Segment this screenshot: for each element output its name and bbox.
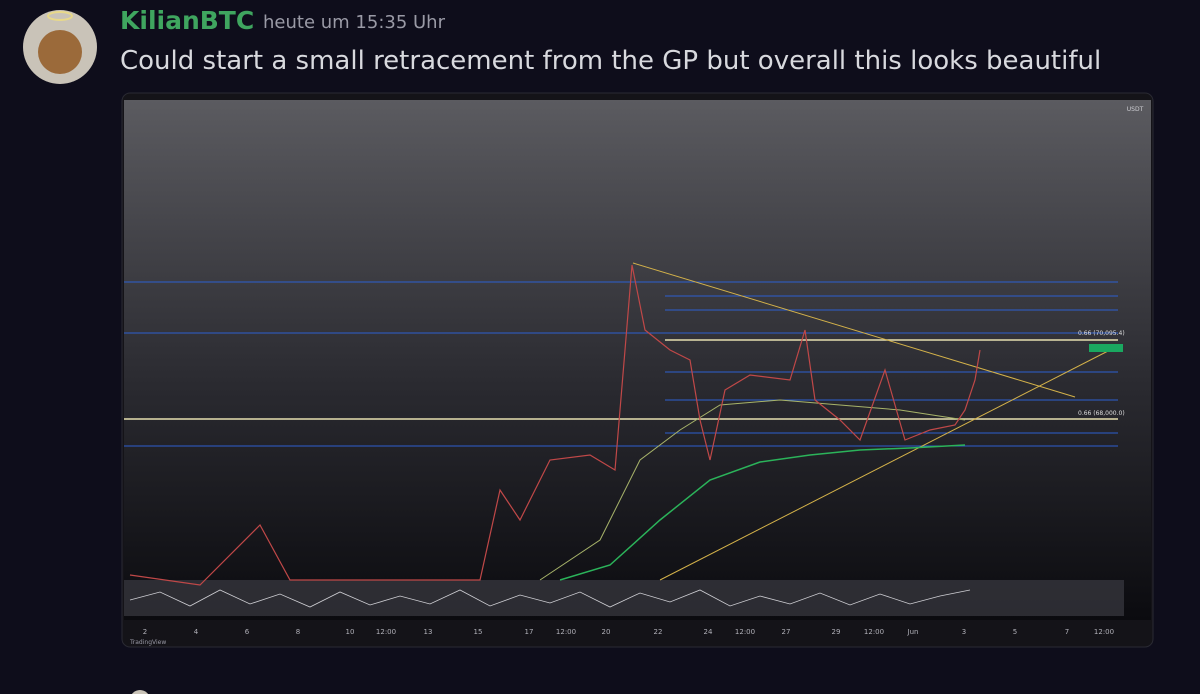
trendline xyxy=(659,349,1111,581)
price-badge xyxy=(1089,344,1123,352)
moving-average xyxy=(539,399,966,581)
timestamp: heute um 15:35 Uhr xyxy=(263,12,445,33)
x-axis-label: 12:00 xyxy=(376,628,396,636)
x-axis-label: 22 xyxy=(654,628,663,636)
x-axis-label: 7 xyxy=(1065,628,1069,636)
avatar-face xyxy=(38,30,82,74)
price-path xyxy=(129,264,981,586)
x-axis-label: 17 xyxy=(525,628,534,636)
oscillator-pane xyxy=(124,580,1124,616)
x-axis-label: 10 xyxy=(346,628,355,636)
fib-label: 0.66 (70,095.4) xyxy=(1078,330,1125,337)
x-axis-label: 15 xyxy=(474,628,483,636)
watermark: TradingView xyxy=(129,639,166,646)
trendline xyxy=(632,262,1076,398)
x-axis-label: 27 xyxy=(782,628,791,636)
x-axis-label: 13 xyxy=(424,628,433,636)
x-axis-label: 20 xyxy=(602,628,611,636)
x-axis-label: 12:00 xyxy=(864,628,884,636)
x-axis-label: 8 xyxy=(296,628,300,636)
halo xyxy=(47,11,73,21)
oscillator-line xyxy=(129,589,971,608)
author[interactable]: KilianBTC xyxy=(120,6,255,35)
x-axis-label: 12:00 xyxy=(556,628,576,636)
chart-area xyxy=(124,100,1151,620)
x-axis-label: 3 xyxy=(962,628,966,636)
currency: USDT xyxy=(1127,106,1144,113)
fib-label: 0.66 (68,000.0) xyxy=(1078,410,1125,417)
next-avatar xyxy=(132,690,148,694)
moving-average xyxy=(559,444,966,581)
x-axis-label: 5 xyxy=(1013,628,1017,636)
x-axis-label: 4 xyxy=(194,628,199,636)
x-axis-label: 12:00 xyxy=(1094,628,1114,636)
x-axis-label: 24 xyxy=(704,628,713,636)
x-axis-label: Jun xyxy=(907,628,919,636)
x-axis-label: 6 xyxy=(245,628,250,636)
x-axis-label: 12:00 xyxy=(735,628,755,636)
x-axis-label: 29 xyxy=(832,628,841,636)
message-text: Could start a small retracement from the… xyxy=(120,46,1102,76)
x-axis-label: 2 xyxy=(143,628,147,636)
